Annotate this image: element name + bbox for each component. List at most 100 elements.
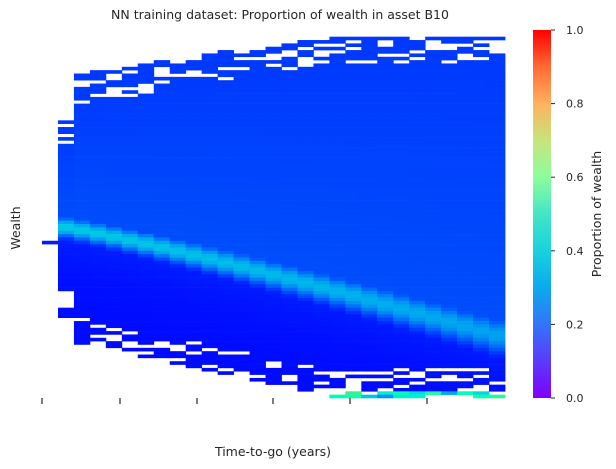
heatmap-cell xyxy=(441,298,457,302)
heatmap-cell xyxy=(90,244,106,248)
heatmap-cell xyxy=(266,104,282,108)
heatmap-cell xyxy=(393,144,409,148)
heatmap-cell xyxy=(313,257,329,261)
heatmap-cell xyxy=(409,268,425,272)
heatmap-cell xyxy=(90,227,106,231)
heatmap-cell xyxy=(90,271,106,275)
heatmap-cell xyxy=(425,381,441,385)
heatmap-cell xyxy=(457,281,473,285)
heatmap-cell xyxy=(345,120,361,124)
heatmap-cell xyxy=(122,338,138,342)
heatmap-cell xyxy=(154,254,170,258)
heatmap-cell xyxy=(186,107,202,111)
heatmap-cell xyxy=(441,301,457,305)
heatmap-cell xyxy=(409,385,425,389)
heatmap-cell xyxy=(170,224,186,228)
heatmap-cell xyxy=(377,341,393,345)
heatmap-cell xyxy=(377,301,393,305)
heatmap-cell xyxy=(441,291,457,295)
heatmap-cell xyxy=(425,338,441,342)
heatmap-cell xyxy=(234,224,250,228)
heatmap-cell xyxy=(122,167,138,171)
colorbar xyxy=(533,30,551,398)
heatmap-cell xyxy=(329,241,345,245)
heatmap-cell xyxy=(441,318,457,322)
heatmap-cell xyxy=(377,391,393,395)
heatmap-cell xyxy=(266,171,282,175)
heatmap-cell xyxy=(425,167,441,171)
heatmap-cell xyxy=(345,104,361,108)
heatmap-cell xyxy=(281,221,297,225)
heatmap-cell xyxy=(58,231,74,235)
heatmap-cell xyxy=(202,147,218,151)
heatmap-cell xyxy=(170,87,186,91)
heatmap-cell xyxy=(281,308,297,312)
heatmap-cell xyxy=(74,324,90,328)
heatmap-cell xyxy=(281,224,297,228)
heatmap-cell xyxy=(218,124,234,128)
heatmap-cell xyxy=(425,217,441,221)
heatmap-cell xyxy=(266,227,282,231)
heatmap-cell xyxy=(361,204,377,208)
heatmap-cell xyxy=(250,154,266,158)
heatmap-cell xyxy=(58,144,74,148)
heatmap-cell xyxy=(329,187,345,191)
heatmap-cell xyxy=(473,187,489,191)
heatmap-cell xyxy=(345,97,361,101)
heatmap-cell xyxy=(186,187,202,191)
heatmap-cell xyxy=(266,264,282,268)
heatmap-cell xyxy=(106,201,122,205)
heatmap-cell xyxy=(297,187,313,191)
heatmap-cell xyxy=(74,274,90,278)
heatmap-cell xyxy=(329,177,345,181)
heatmap-cell xyxy=(154,181,170,185)
heatmap-cell xyxy=(441,171,457,175)
heatmap-cell xyxy=(266,144,282,148)
heatmap-cell xyxy=(186,124,202,128)
heatmap-cell xyxy=(154,217,170,221)
heatmap-cell xyxy=(297,50,313,54)
heatmap-cell xyxy=(186,348,202,352)
heatmap-cell xyxy=(457,304,473,308)
heatmap-cell xyxy=(250,140,266,144)
heatmap-cell xyxy=(202,301,218,305)
heatmap-cell xyxy=(154,308,170,312)
heatmap-cell xyxy=(297,40,313,44)
heatmap-cell xyxy=(361,324,377,328)
heatmap-cell xyxy=(90,114,106,118)
heatmap-cell xyxy=(281,314,297,318)
heatmap-cell xyxy=(218,194,234,198)
heatmap-cell xyxy=(297,117,313,121)
heatmap-cell xyxy=(457,120,473,124)
heatmap-cell xyxy=(250,164,266,168)
heatmap-cell xyxy=(345,211,361,215)
heatmap-cell xyxy=(186,365,202,369)
heatmap-cell xyxy=(186,80,202,84)
heatmap-cell xyxy=(106,197,122,201)
heatmap-cell xyxy=(250,150,266,154)
heatmap-cell xyxy=(122,174,138,178)
heatmap-cell xyxy=(361,40,377,44)
heatmap-cell xyxy=(218,371,234,375)
heatmap-cell xyxy=(329,167,345,171)
heatmap-cell xyxy=(266,321,282,325)
heatmap-cell xyxy=(218,284,234,288)
heatmap-cell xyxy=(297,375,313,379)
heatmap-cell xyxy=(313,318,329,322)
heatmap-cell xyxy=(154,281,170,285)
heatmap-cell xyxy=(489,388,505,392)
heatmap-cell xyxy=(234,331,250,335)
heatmap-cell xyxy=(409,47,425,51)
heatmap-cell xyxy=(218,80,234,84)
heatmap-cell xyxy=(457,137,473,141)
heatmap-cell xyxy=(74,117,90,121)
heatmap-cell xyxy=(345,171,361,175)
heatmap-cell xyxy=(473,171,489,175)
heatmap-cell xyxy=(138,100,154,104)
heatmap-cell xyxy=(74,254,90,258)
heatmap-cell xyxy=(250,84,266,88)
heatmap-cell xyxy=(409,341,425,345)
heatmap-cell xyxy=(250,288,266,292)
heatmap-cell xyxy=(361,351,377,355)
heatmap-cell xyxy=(74,107,90,111)
